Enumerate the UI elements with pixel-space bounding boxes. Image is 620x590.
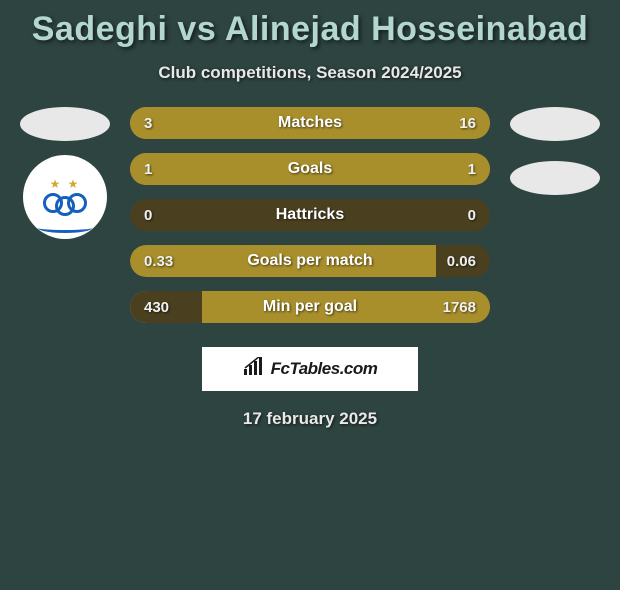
left-club-badge: ★ ★ [23, 155, 107, 239]
comparison-title: Sadeghi vs Alinejad Hosseinabad [0, 10, 620, 49]
right-club-placeholder [510, 161, 600, 195]
stat-bar: 0.330.06Goals per match [130, 245, 490, 277]
right-player-col [505, 107, 605, 195]
snapshot-date: 17 february 2025 [0, 409, 620, 429]
stat-label: Matches [130, 114, 490, 132]
club-stars-icon: ★ ★ [43, 177, 87, 191]
stat-bars-container: 316Matches 11Goals 00Hattricks 0.330.06Goal… [130, 107, 490, 337]
stat-bar: 00Hattricks [130, 199, 490, 231]
club-rings-icon [43, 193, 87, 217]
stat-bar: 11Goals [130, 153, 490, 185]
brand-box: FcTables.com [202, 347, 418, 391]
brand-label: FcTables.com [271, 359, 378, 379]
stat-bar: 4301768Min per goal [130, 291, 490, 323]
stat-label: Hattricks [130, 206, 490, 224]
club-arc-icon [38, 223, 92, 233]
left-player-col: ★ ★ [15, 107, 115, 239]
stat-label: Min per goal [130, 298, 490, 316]
stat-label: Goals [130, 160, 490, 178]
right-player-avatar [510, 107, 600, 141]
stat-label: Goals per match [130, 252, 490, 270]
stat-bar: 316Matches [130, 107, 490, 139]
left-player-avatar [20, 107, 110, 141]
season-subtitle: Club competitions, Season 2024/2025 [0, 63, 620, 83]
comparison-area: ★ ★ 316Matches 11Goals 00Hattricks 0.330.06… [0, 107, 620, 327]
brand-chart-icon [243, 357, 265, 382]
